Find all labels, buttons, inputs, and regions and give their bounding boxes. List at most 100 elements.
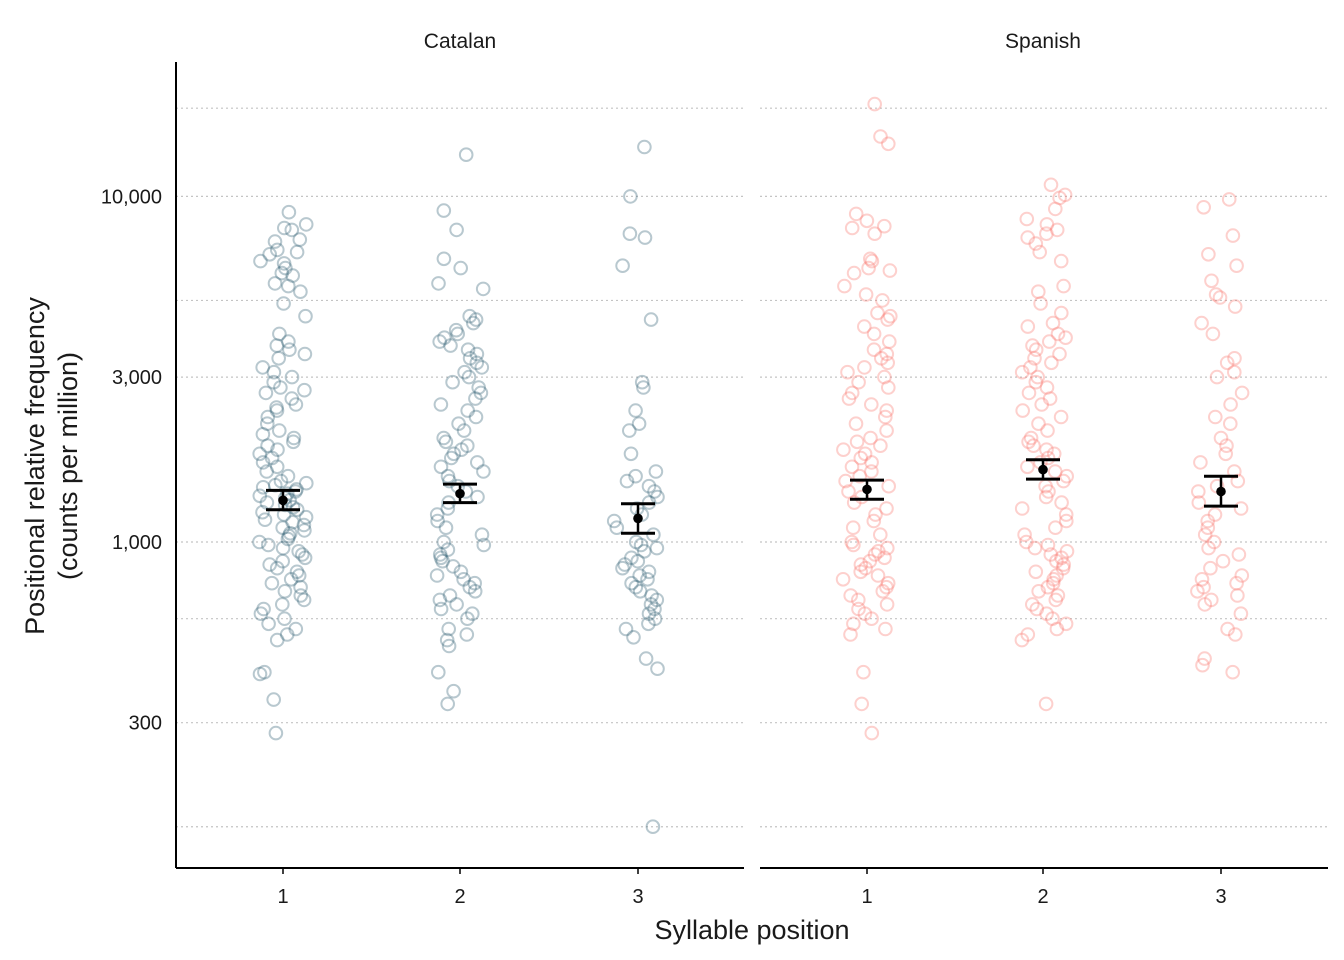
data-point — [432, 592, 448, 608]
data-point — [1223, 416, 1238, 432]
data-point — [1027, 351, 1042, 366]
y-tick-label: 300 — [129, 713, 162, 735]
data-point — [1054, 550, 1069, 566]
data-point — [1034, 397, 1049, 412]
data-point — [622, 226, 638, 241]
data-point — [864, 725, 880, 741]
data-point — [862, 553, 878, 569]
data-point — [272, 423, 287, 438]
mean-point — [1038, 464, 1048, 475]
data-point — [255, 427, 271, 442]
data-point — [258, 385, 274, 401]
data-point — [255, 360, 271, 375]
data-point — [644, 588, 659, 603]
data-point — [883, 308, 898, 324]
data-point — [266, 374, 282, 390]
data-point — [468, 409, 484, 425]
data-point — [835, 572, 851, 587]
data-point — [279, 627, 295, 642]
data-point — [278, 260, 293, 276]
data-point — [476, 537, 492, 553]
data-point — [880, 312, 896, 327]
data-point — [473, 385, 489, 401]
data-point — [259, 464, 275, 479]
data-point — [1205, 326, 1221, 342]
data-point — [441, 638, 457, 654]
axes: 300 1,000 3,000 10,000 1 2 3 1 2 3 — [101, 62, 1328, 908]
data-point — [631, 416, 647, 432]
data-point — [438, 434, 454, 450]
data-point — [1195, 657, 1210, 673]
data-point — [877, 550, 892, 566]
data-point — [848, 416, 864, 432]
data-point — [1025, 338, 1040, 353]
data-point — [870, 305, 885, 321]
data-point — [284, 369, 300, 385]
data-point — [857, 319, 872, 334]
data-point — [1058, 330, 1073, 346]
data-point — [857, 360, 872, 375]
data-point — [1203, 560, 1218, 576]
data-point — [269, 400, 284, 415]
data-point — [650, 489, 665, 505]
data-point — [266, 692, 282, 707]
data-point — [298, 217, 314, 232]
data-point — [615, 560, 630, 576]
data-point — [1207, 507, 1223, 522]
mean-point — [278, 495, 288, 506]
data-point — [438, 520, 454, 536]
data-point — [1031, 416, 1046, 432]
data-point — [846, 537, 861, 553]
data-point — [1049, 621, 1065, 637]
data-point — [1059, 544, 1075, 559]
data-point — [439, 632, 455, 648]
data-point — [1020, 230, 1035, 245]
data-point — [264, 450, 280, 466]
data-point — [879, 423, 894, 438]
data-point — [277, 584, 293, 599]
data-point — [854, 696, 870, 712]
data-point — [433, 550, 449, 566]
data-point — [1056, 557, 1071, 572]
data-point — [1048, 520, 1063, 536]
data-point — [1043, 547, 1059, 562]
data-point — [615, 258, 630, 274]
data-point — [270, 242, 285, 258]
data-point — [1056, 278, 1071, 294]
data-point — [281, 334, 296, 349]
data-point — [469, 355, 485, 371]
data-point — [1234, 568, 1250, 583]
data-point — [1038, 696, 1054, 712]
data-point — [261, 616, 276, 632]
data-point — [453, 564, 469, 580]
data-point — [267, 276, 283, 291]
data-point — [606, 513, 622, 529]
data-point — [873, 438, 888, 454]
data-point — [1039, 442, 1054, 458]
data-point — [1040, 537, 1056, 553]
data-point — [1014, 364, 1030, 380]
data-point — [1220, 621, 1235, 637]
data-point — [1196, 579, 1211, 595]
data-point — [879, 597, 895, 612]
data-point — [840, 364, 855, 380]
data-point — [275, 520, 291, 536]
data-point — [845, 520, 861, 536]
data-point — [1040, 423, 1055, 438]
data-point — [1044, 355, 1059, 371]
y-axis-title-line2: (counts per million) — [53, 352, 83, 580]
data-point — [853, 557, 869, 572]
data-point — [640, 572, 655, 587]
data-point — [462, 351, 478, 366]
data-point — [1026, 438, 1041, 454]
data-point — [1028, 236, 1044, 251]
data-point — [1039, 380, 1055, 395]
data-point — [1225, 228, 1241, 243]
data-point — [1020, 319, 1036, 334]
data-point — [442, 473, 457, 489]
data-point — [469, 346, 485, 362]
data-point — [868, 507, 883, 522]
data-point — [260, 409, 276, 425]
data-point — [643, 597, 659, 612]
gridlines — [176, 107, 1328, 828]
